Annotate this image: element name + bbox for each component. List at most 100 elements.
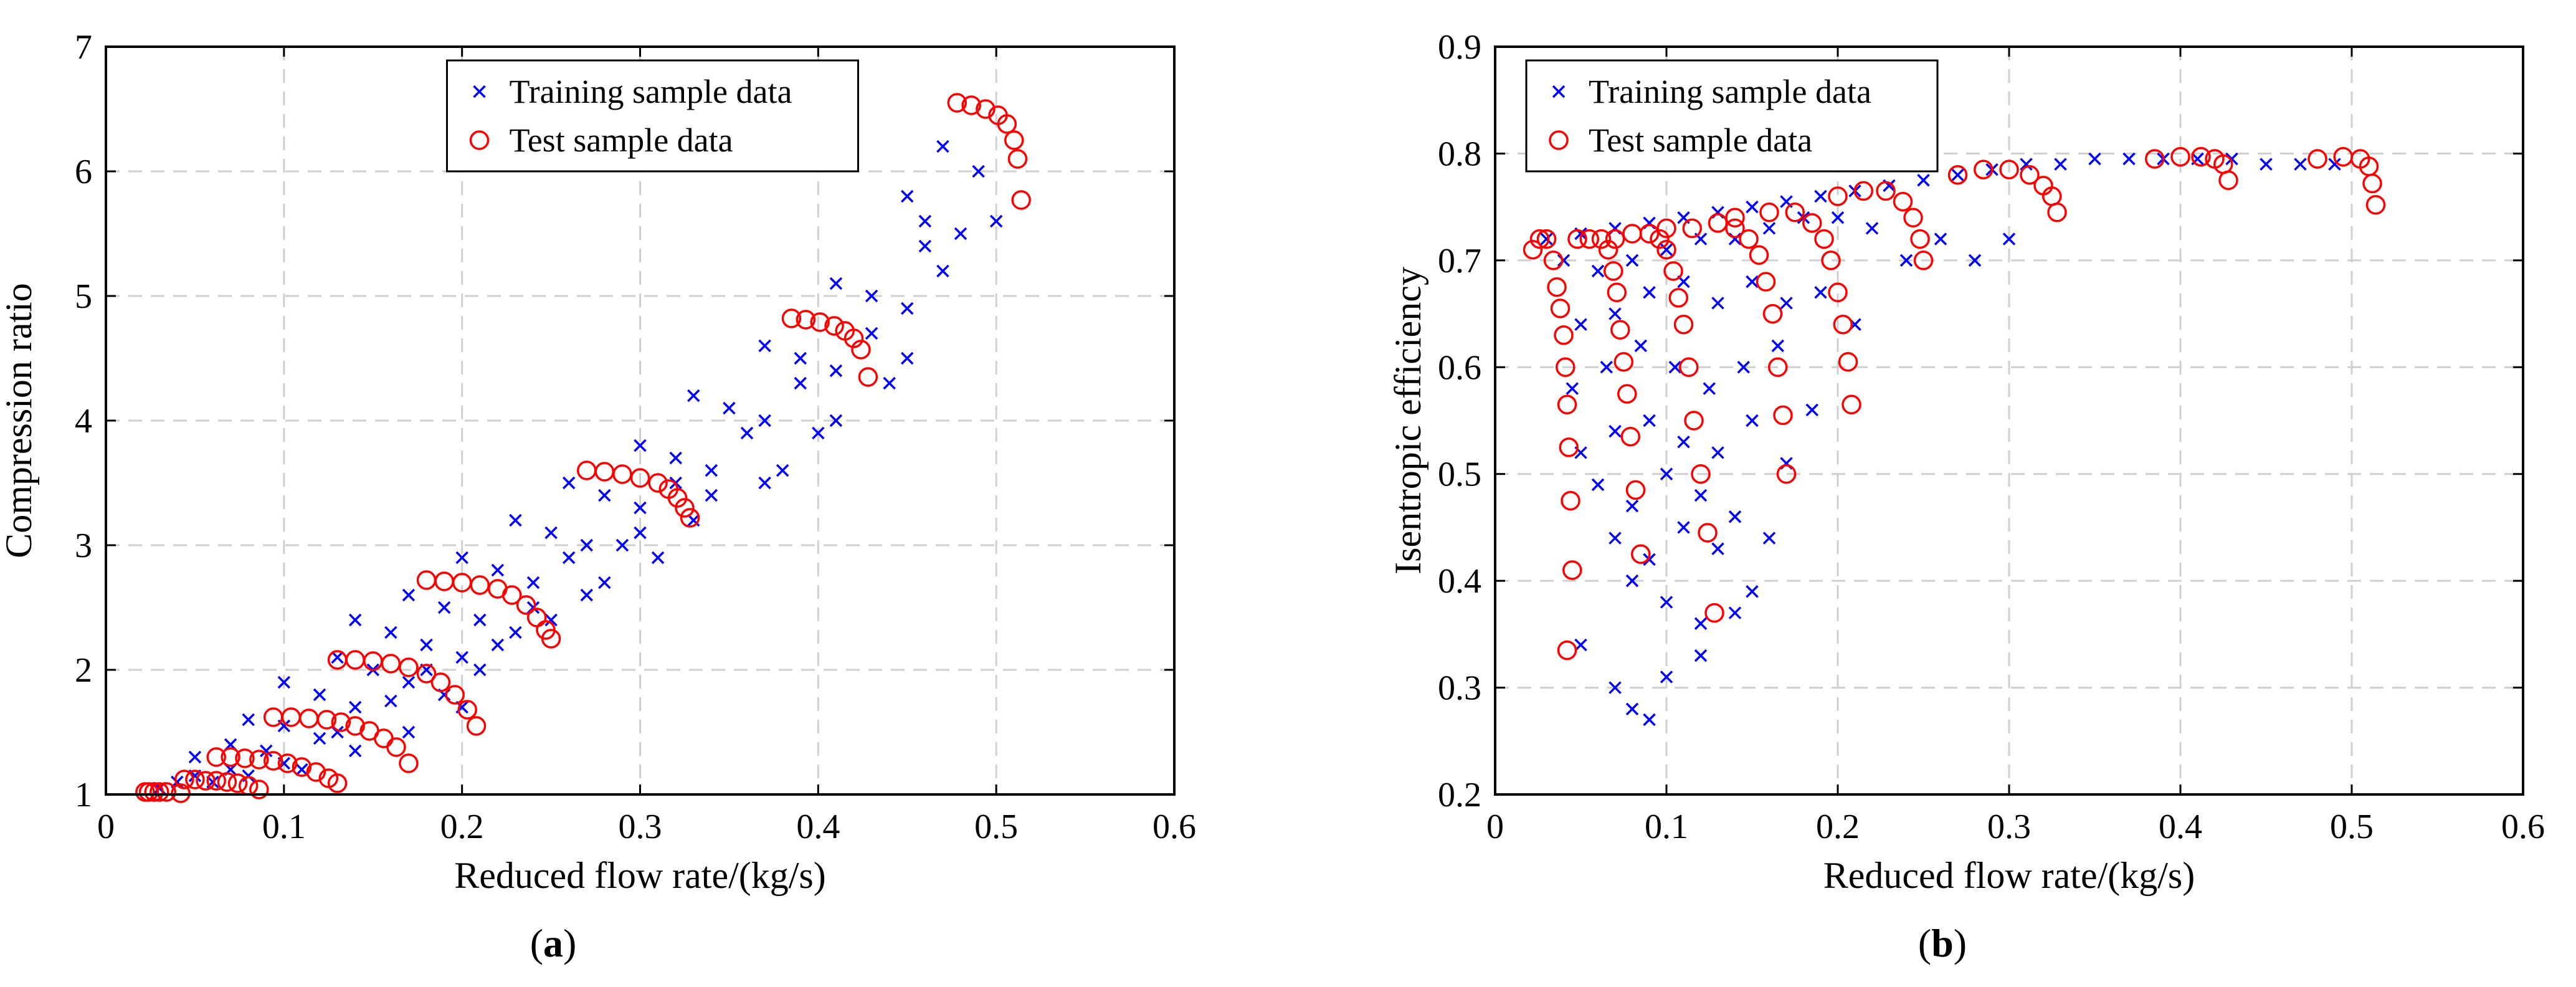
- training-point: [758, 476, 771, 490]
- test-point: [2218, 170, 2238, 191]
- test-point: [1821, 250, 1841, 270]
- training-point: [669, 451, 682, 465]
- test-point: [1556, 357, 1576, 378]
- test-point: [680, 508, 700, 528]
- test-point: [1620, 426, 1640, 447]
- test-point: [466, 716, 487, 736]
- test-point: [1639, 224, 1660, 244]
- training-point: [295, 763, 308, 776]
- training-point: [1609, 424, 1622, 438]
- y-axis-label: Compression ratio: [0, 283, 39, 558]
- test-point: [1828, 186, 1848, 206]
- test-point: [1656, 239, 1676, 260]
- test-point: [1785, 202, 1805, 222]
- test-point: [1656, 218, 1676, 239]
- training-point: [1711, 446, 1724, 459]
- test-point: [1625, 480, 1646, 500]
- training-point: [526, 576, 540, 589]
- training-point: [1574, 638, 1587, 652]
- test-point: [796, 310, 816, 330]
- test-point: [2362, 173, 2382, 194]
- training-point: [1694, 489, 1708, 502]
- training-point: [2088, 152, 2101, 166]
- training-point: [954, 227, 967, 241]
- training-point: [634, 501, 647, 515]
- panel-a-label: (a): [530, 921, 577, 965]
- test-point: [277, 753, 298, 773]
- training-point: [687, 389, 700, 403]
- legend-box: [1525, 59, 1939, 173]
- training-point: [402, 588, 416, 602]
- test-point: [961, 95, 981, 115]
- x-tick-label: 0.2: [1816, 808, 1860, 846]
- test-point: [1762, 303, 1783, 324]
- test-point: [1529, 229, 1550, 249]
- test-point: [1536, 229, 1557, 249]
- training-point: [1934, 232, 1947, 246]
- legend-training-label: Training sample data: [510, 73, 792, 110]
- training-point: [598, 489, 611, 502]
- training-point: [544, 613, 558, 627]
- training-point: [901, 189, 914, 203]
- test-point: [2020, 164, 2040, 185]
- training-point: [1634, 339, 1647, 353]
- test-point: [1833, 314, 1853, 335]
- training-point: [188, 750, 202, 764]
- training-point: [1797, 211, 1810, 224]
- training-point: [1566, 382, 1579, 395]
- training-point: [1625, 254, 1639, 267]
- test-point: [306, 762, 326, 782]
- panel-a: 0 0.1 0.2 0.3 0.4 0.5 0.6 1 2 3 4 5 6 7 Reduced flow r…: [0, 28, 1196, 896]
- training-point: [989, 214, 1003, 228]
- test-point: [1562, 560, 1582, 580]
- y-tick-label: 7: [75, 28, 92, 67]
- test-point: [235, 748, 255, 768]
- training-point: [1643, 286, 1656, 299]
- training-point: [901, 302, 914, 315]
- training-point: [1831, 211, 1845, 224]
- training-point: [1574, 318, 1587, 331]
- training-point: [1899, 254, 1913, 267]
- training-point: [1711, 542, 1724, 555]
- test-point: [386, 737, 406, 757]
- legend-test-label: Test sample data: [510, 122, 733, 159]
- test-point: [1768, 357, 1788, 378]
- y-tick-label: 0.3: [1438, 669, 1481, 708]
- training-point: [1968, 254, 1982, 267]
- test-point: [1947, 164, 1968, 185]
- test-point: [648, 473, 668, 493]
- training-point: [2328, 158, 2341, 171]
- training-point: [455, 651, 468, 664]
- test-point: [675, 498, 695, 518]
- test-point: [2307, 149, 2327, 169]
- training-point: [544, 526, 558, 540]
- test-point: [1598, 239, 1618, 260]
- y-tick-label: 2: [75, 651, 92, 690]
- training-point: [402, 675, 416, 689]
- training-point: [1591, 478, 1605, 492]
- training-point: [509, 626, 522, 639]
- test-point: [824, 316, 844, 336]
- test-point: [1682, 218, 1702, 239]
- test-point: [1579, 229, 1599, 249]
- y-tick-label: 3: [75, 527, 92, 565]
- training-point: [2002, 232, 2016, 246]
- training-point: [598, 576, 611, 589]
- test-point: [1554, 325, 1574, 345]
- training-point: [1557, 254, 1571, 267]
- test-point: [2365, 194, 2386, 215]
- training-point: [1643, 414, 1656, 427]
- training-point: [1625, 499, 1639, 513]
- test-point: [667, 488, 688, 508]
- training-point: [794, 351, 807, 365]
- training-point: [901, 351, 914, 365]
- x-axis-label: Reduced flow rate/(kg/s): [454, 855, 825, 896]
- training-point: [1625, 702, 1639, 716]
- training-point: [509, 513, 522, 527]
- legend-test-marker: [1549, 130, 1569, 150]
- y-tick-label: 0.8: [1438, 135, 1481, 173]
- training-point: [562, 551, 576, 565]
- training-point: [651, 551, 665, 565]
- test-point: [196, 771, 216, 791]
